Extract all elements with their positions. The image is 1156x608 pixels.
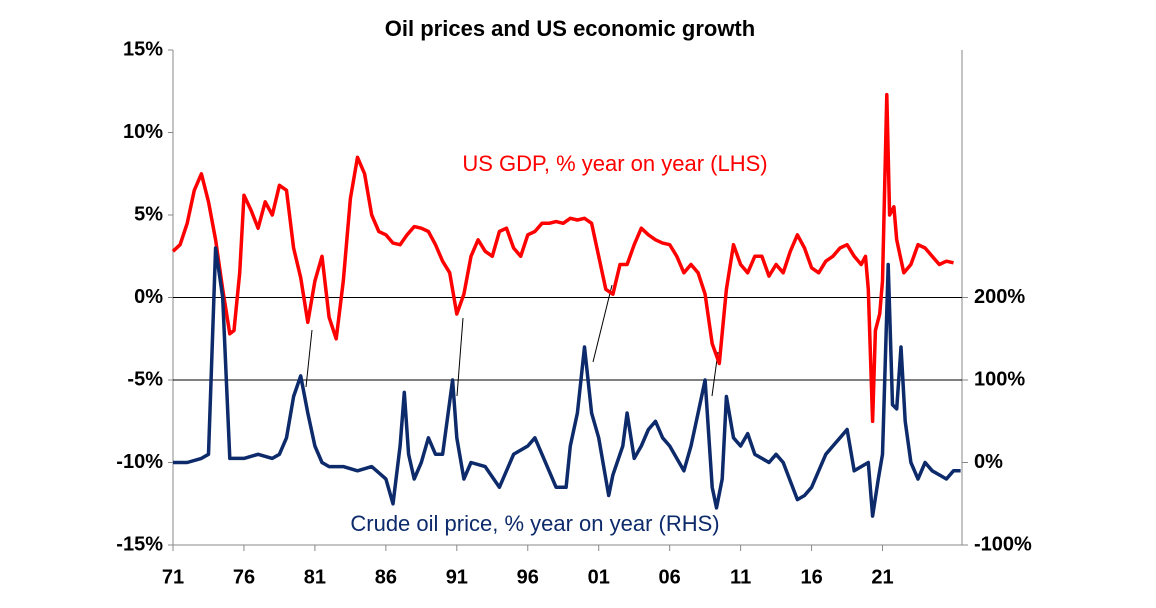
x-tick-label: 16 (800, 566, 822, 588)
y-tick-label: 5% (134, 203, 163, 225)
connector (456, 317, 464, 397)
y-tick-label: -15% (116, 533, 163, 555)
y2-tick-label: 0% (974, 451, 1003, 473)
y2-tick-label: 100% (974, 368, 1025, 390)
y2-tick-label: 200% (974, 286, 1025, 308)
chart-title: Oil prices and US economic growth (385, 16, 755, 41)
y-tick-label: 15% (123, 38, 163, 60)
x-tick-label: 86 (375, 566, 397, 588)
x-tick-label: 91 (446, 566, 468, 588)
x-tick-label: 76 (233, 566, 255, 588)
x-tick-label: 11 (730, 566, 751, 588)
y-tick-label: 10% (123, 121, 163, 143)
y-tick-label: -5% (127, 368, 163, 390)
series-annotation: Crude oil price, % year on year (RHS) (350, 511, 719, 536)
series-line (171, 92, 954, 424)
x-tick-label: 96 (517, 566, 539, 588)
connector (305, 329, 313, 388)
x-tick-label: 71 (162, 566, 184, 588)
series-line (173, 246, 961, 518)
y-tick-label: -10% (116, 451, 163, 473)
x-tick-label: 06 (659, 566, 681, 588)
x-tick-label: 81 (304, 566, 326, 588)
y2-tick-label: -100% (974, 533, 1032, 555)
series-annotation: US GDP, % year on year (LHS) (462, 151, 767, 176)
x-tick-label: 01 (588, 566, 610, 588)
y-tick-label: 0% (134, 286, 163, 308)
x-tick-label: 21 (871, 566, 893, 588)
